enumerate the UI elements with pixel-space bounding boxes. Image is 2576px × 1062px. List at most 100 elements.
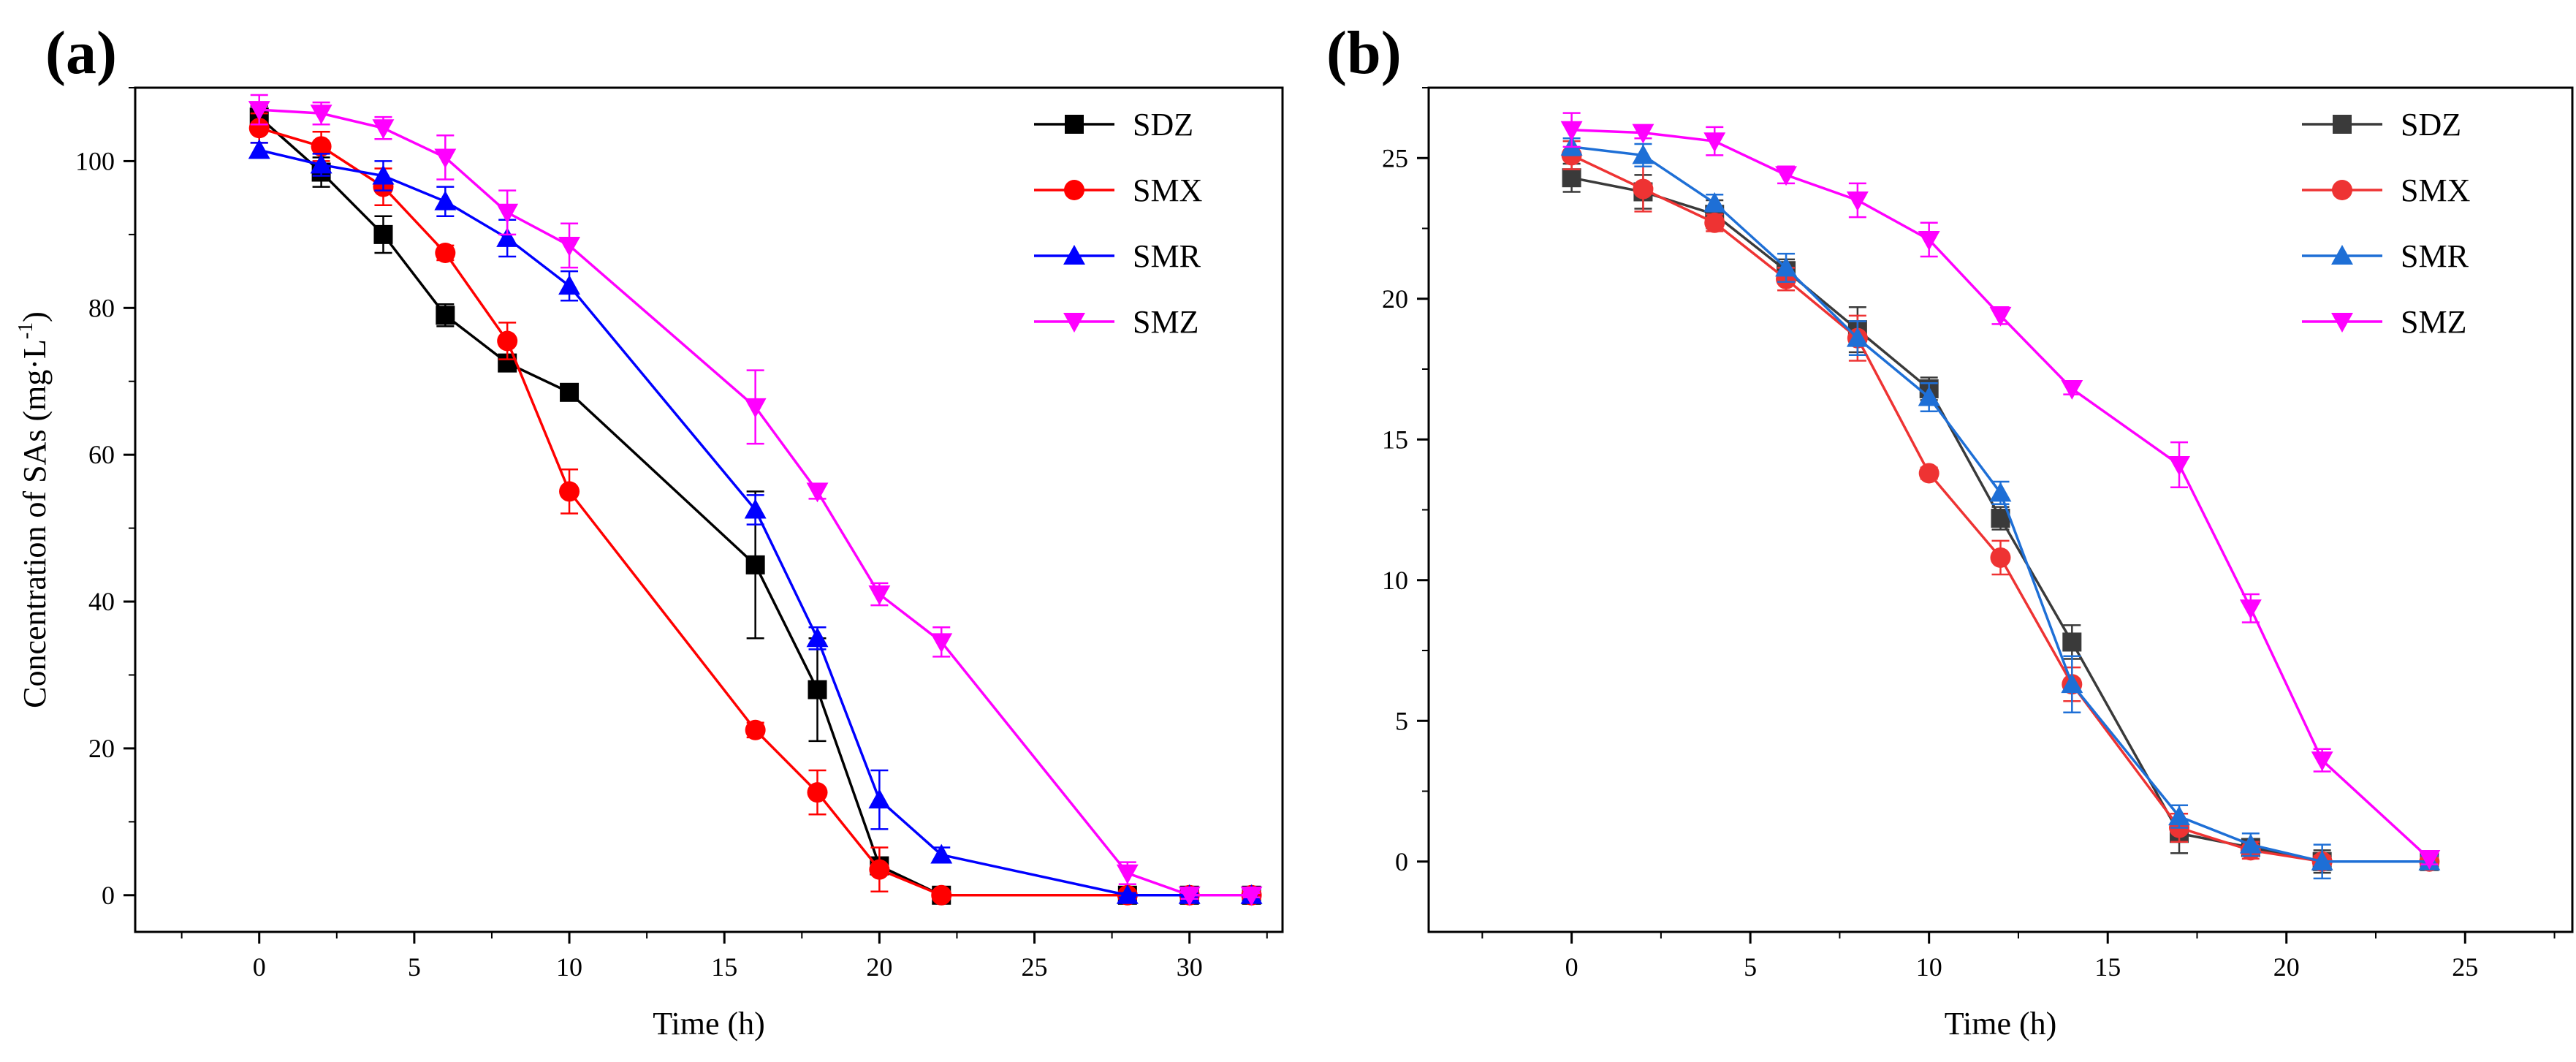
data-point xyxy=(2239,599,2262,620)
data-point xyxy=(1846,191,1869,211)
data-point xyxy=(930,843,953,864)
data-point xyxy=(1240,886,1263,906)
data-point xyxy=(745,719,766,740)
data-point xyxy=(2168,455,2190,476)
data-point xyxy=(1990,547,2011,568)
data-point xyxy=(2311,850,2333,871)
data-point xyxy=(806,627,829,648)
panel-a-series-smz xyxy=(248,94,1263,906)
data-point xyxy=(1116,884,1139,904)
y-tick-label: 100 xyxy=(75,146,115,175)
legend-label: SDZ xyxy=(1133,107,1193,143)
series-line xyxy=(1571,145,2430,863)
series-line xyxy=(1570,153,2430,863)
data-point xyxy=(744,498,767,519)
data-point xyxy=(1775,166,1798,186)
legend-label: SMX xyxy=(2401,172,2470,208)
data-point xyxy=(1775,257,1798,277)
data-point xyxy=(1918,386,1940,406)
legend-marker xyxy=(1063,313,1085,333)
legend-label: SMX xyxy=(1133,172,1202,208)
x-tick-label: 10 xyxy=(1916,952,1942,982)
x-tick-label: 20 xyxy=(866,952,892,982)
data-point xyxy=(496,203,519,224)
data-point xyxy=(2061,673,2083,694)
y-axis-title-sup: -1 xyxy=(15,322,37,339)
chart-panel-a: (a) 0 5 10 15 20 25 30 0 20 40 60 80 100 Time (h) Conce… xyxy=(15,19,1284,1042)
legend-marker xyxy=(2331,245,2353,265)
x-tick-label: 30 xyxy=(1177,952,1203,982)
legend-marker xyxy=(1064,180,1084,200)
y-tick-label: 0 xyxy=(1395,847,1408,876)
legend-marker xyxy=(2332,180,2352,200)
data-point xyxy=(2061,379,2083,400)
x-tick-label: 0 xyxy=(1565,952,1578,982)
y-tick-label: 60 xyxy=(88,440,115,469)
data-point xyxy=(1632,124,1654,144)
y-tick-label: 80 xyxy=(88,293,115,322)
data-point xyxy=(1178,886,1201,906)
panel-a-y-axis-title: Concentration of SAs (mg·L-1) xyxy=(15,311,53,708)
data-point xyxy=(1704,212,1725,233)
data-point xyxy=(1703,191,1726,212)
y-tick-label: 20 xyxy=(88,734,115,763)
y-tick-label: 25 xyxy=(1382,143,1408,172)
data-point xyxy=(808,680,827,699)
data-point xyxy=(372,119,395,140)
y-axis-title-main: Concentration of SAs (mg·L xyxy=(17,339,53,708)
panel-b-series-smr xyxy=(1560,135,2441,880)
data-point xyxy=(1703,132,1726,153)
data-point xyxy=(373,224,393,244)
panel-b-x-axis-title: Time (h) xyxy=(1945,1006,2057,1042)
panel-b-label: (b) xyxy=(1326,19,1402,87)
y-tick-label: 40 xyxy=(88,587,115,616)
data-point xyxy=(372,164,395,185)
data-point xyxy=(560,382,580,402)
panel-a-axes-frame xyxy=(134,86,1284,933)
data-point xyxy=(868,789,891,809)
data-point xyxy=(1989,482,2012,502)
x-tick-label: 25 xyxy=(2452,952,2478,982)
x-tick-label: 20 xyxy=(2273,952,2300,982)
x-tick-label: 10 xyxy=(556,952,582,982)
panel-a-label: (a) xyxy=(45,19,117,87)
data-point xyxy=(248,101,270,121)
x-tick-label: 0 xyxy=(253,952,266,982)
data-point xyxy=(558,236,581,257)
x-tick-label: 5 xyxy=(1744,952,1757,982)
x-tick-label: 25 xyxy=(1022,952,1048,982)
panel-a-x-axis-title: Time (h) xyxy=(653,1006,765,1042)
legend-label: SMZ xyxy=(2401,304,2466,340)
data-point xyxy=(1846,327,1869,347)
y-tick-label: 20 xyxy=(1382,284,1408,314)
y-tick-label: 15 xyxy=(1382,425,1408,454)
data-point xyxy=(311,136,332,157)
data-point xyxy=(807,782,828,803)
x-tick-label: 5 xyxy=(408,952,421,982)
legend-marker xyxy=(2333,115,2352,134)
data-point xyxy=(2062,632,2082,652)
data-point xyxy=(1632,144,1654,164)
data-point xyxy=(1116,864,1139,884)
y-axis-title-close: ) xyxy=(17,311,53,322)
data-point xyxy=(806,482,829,503)
data-point xyxy=(2311,751,2333,772)
data-point xyxy=(2418,849,2441,870)
data-point xyxy=(2239,833,2262,854)
data-point xyxy=(558,275,581,295)
data-point xyxy=(1918,230,1940,251)
panel-a-series-smr xyxy=(248,139,1263,904)
data-point xyxy=(496,227,519,247)
y-tick-label: 0 xyxy=(102,881,115,910)
legend-label: SMZ xyxy=(1133,304,1198,340)
legend-label: SMR xyxy=(2401,238,2469,274)
data-point xyxy=(931,884,952,906)
data-point xyxy=(1633,178,1654,200)
chart-panel-b: (b) 0 5 10 15 20 25 0 5 10 15 20 25 Time (h) SDZ SMX SMR… xyxy=(1326,19,2574,1042)
panel-b-series-sdz xyxy=(1562,162,2439,874)
data-point xyxy=(930,633,953,653)
data-point xyxy=(869,859,890,880)
data-point xyxy=(1560,121,1583,141)
legend-marker xyxy=(1063,245,1085,265)
data-point xyxy=(2168,805,2190,826)
